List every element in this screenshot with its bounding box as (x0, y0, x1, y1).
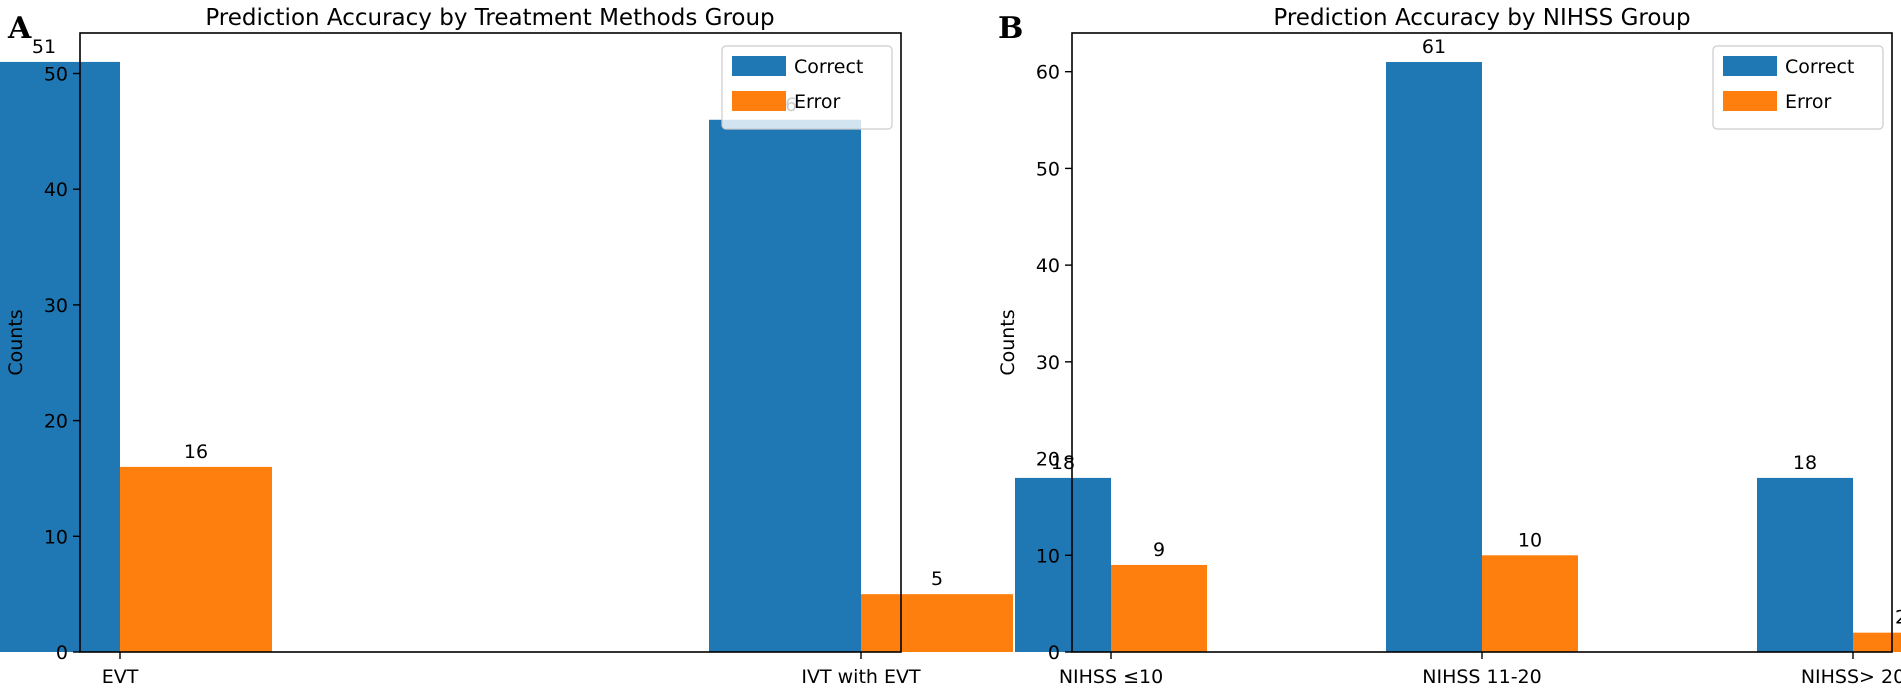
chart-a: Prediction Accuracy by Treatment Methods… (0, 5, 1013, 688)
legend-swatch-error (1723, 91, 1777, 111)
bar-error (1111, 564, 1207, 652)
data-label: 2 (1895, 607, 1901, 629)
y-tick-label: 0 (1048, 642, 1060, 664)
data-label: 61 (1422, 36, 1446, 58)
legend-label: Error (1785, 91, 1832, 113)
y-tick-label: 10 (44, 526, 68, 548)
legend-label: Error (794, 91, 841, 113)
bar-correct (1015, 477, 1111, 652)
bar-error (1482, 555, 1578, 652)
bar-correct (1386, 62, 1482, 652)
legend-swatch-correct (732, 56, 786, 76)
y-tick-label: 50 (1036, 158, 1060, 180)
data-label: 18 (1051, 452, 1075, 474)
x-tick-label: IVT with EVT (801, 666, 921, 688)
y-axis-label: Counts (5, 309, 27, 375)
panel-label: B (998, 11, 1023, 46)
y-tick-label: 40 (44, 179, 68, 201)
x-tick-label: NIHSS 11-20 (1422, 666, 1541, 688)
data-label: 10 (1518, 529, 1542, 551)
axes-frame (79, 32, 902, 653)
legend-label: Correct (1785, 56, 1854, 78)
y-tick-label: 10 (1036, 545, 1060, 567)
data-label: 5 (931, 568, 943, 590)
bar-correct (709, 119, 861, 653)
bar-error (120, 466, 272, 652)
legend-label: Correct (794, 56, 863, 78)
data-label: 9 (1153, 539, 1165, 561)
y-tick-label: 50 (44, 63, 68, 85)
bar-error (1853, 632, 1901, 652)
data-label: 16 (184, 441, 208, 463)
bar-correct (1757, 477, 1853, 652)
y-tick-label: 0 (56, 642, 68, 664)
bar-error (861, 594, 1013, 652)
y-tick-label: 20 (44, 411, 68, 433)
y-tick-label: 30 (1036, 352, 1060, 374)
y-axis-label: Counts (997, 309, 1019, 375)
y-tick-label: 30 (44, 295, 68, 317)
x-tick-label: EVT (102, 666, 139, 688)
y-tick-label: 20 (1036, 449, 1060, 471)
chart-title: Prediction Accuracy by Treatment Methods… (205, 5, 774, 31)
x-tick-label: NIHSS> 20 (1801, 666, 1901, 688)
chart-title: Prediction Accuracy by NIHSS Group (1273, 5, 1690, 31)
legend-swatch-correct (1723, 56, 1777, 76)
x-tick-label: NIHSS ≤10 (1059, 666, 1163, 688)
y-tick-label: 60 (1036, 62, 1060, 84)
data-label: 51 (32, 36, 56, 58)
data-label: 18 (1793, 452, 1817, 474)
chart-b: Prediction Accuracy by NIHSS Group B 18 61 1… (997, 5, 1901, 688)
panel-label: A (7, 11, 32, 46)
legend-swatch-error (732, 91, 786, 111)
y-tick-label: 40 (1036, 255, 1060, 277)
bar-correct (0, 61, 120, 652)
